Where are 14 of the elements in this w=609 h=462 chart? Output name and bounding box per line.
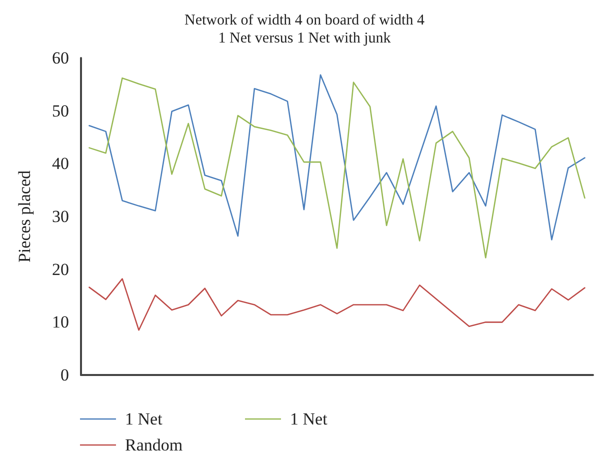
y-tick-label: 20 xyxy=(52,260,69,279)
y-axis-title: Pieces placed xyxy=(15,170,34,263)
y-tick-label: 0 xyxy=(60,366,69,384)
legend-label: Random xyxy=(125,436,183,454)
legend-label: 1 Net xyxy=(290,410,328,428)
y-tick-label: 60 xyxy=(52,48,69,68)
legend-label: 1 Net xyxy=(125,410,163,428)
chart-title: Network of width 4 on board of width 4 xyxy=(184,12,425,28)
y-tick-label: 40 xyxy=(52,154,69,174)
line-series xyxy=(88,278,586,331)
chart-subtitle: 1 Net versus 1 Net with junk xyxy=(218,30,392,46)
y-tick-label: 30 xyxy=(52,207,69,226)
y-tick-label: 50 xyxy=(52,101,69,120)
y-tick-label: 10 xyxy=(52,312,69,332)
